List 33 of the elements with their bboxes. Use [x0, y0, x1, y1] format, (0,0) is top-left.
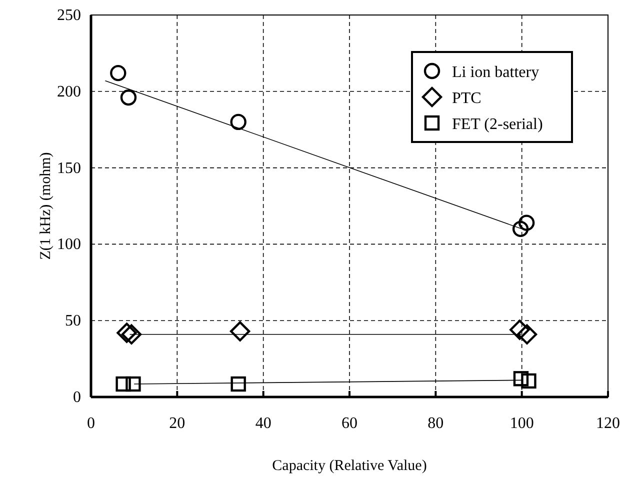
y-tick-label: 100	[57, 236, 81, 254]
y-tick-label: 250	[57, 7, 81, 24]
legend-label: PTC	[452, 90, 482, 107]
y-tick-label: 50	[65, 312, 81, 330]
legend-label: FET (2-serial)	[452, 116, 543, 133]
x-tick-label: 60	[342, 415, 358, 432]
point	[518, 214, 535, 231]
y-tick-label: 0	[73, 389, 81, 406]
point	[513, 371, 529, 386]
point	[516, 324, 538, 344]
x-tick-label: 120	[596, 415, 620, 432]
point	[126, 376, 141, 392]
x-axis-title: Capacity (Relative Value)	[272, 458, 427, 474]
point	[116, 322, 137, 343]
point	[230, 321, 250, 342]
point	[110, 64, 126, 82]
x-tick-label: 80	[428, 415, 444, 432]
point	[230, 376, 246, 392]
x-tick-label: 0	[87, 415, 95, 432]
y-axis-title: Z(1 kHz) (mohm)	[38, 152, 54, 260]
point	[116, 376, 131, 392]
point	[510, 320, 530, 340]
y-tick-label: 200	[57, 83, 81, 100]
point	[121, 324, 142, 344]
x-tick-label: 20	[169, 415, 186, 432]
x-tick-label: 40	[255, 415, 272, 432]
point	[230, 114, 246, 130]
x-tick-label: 100	[510, 415, 534, 432]
point	[512, 220, 529, 238]
point	[120, 89, 137, 106]
point	[521, 373, 536, 389]
y-tick-label: 150	[57, 160, 81, 177]
legend-label: Li ion battery	[452, 64, 540, 81]
